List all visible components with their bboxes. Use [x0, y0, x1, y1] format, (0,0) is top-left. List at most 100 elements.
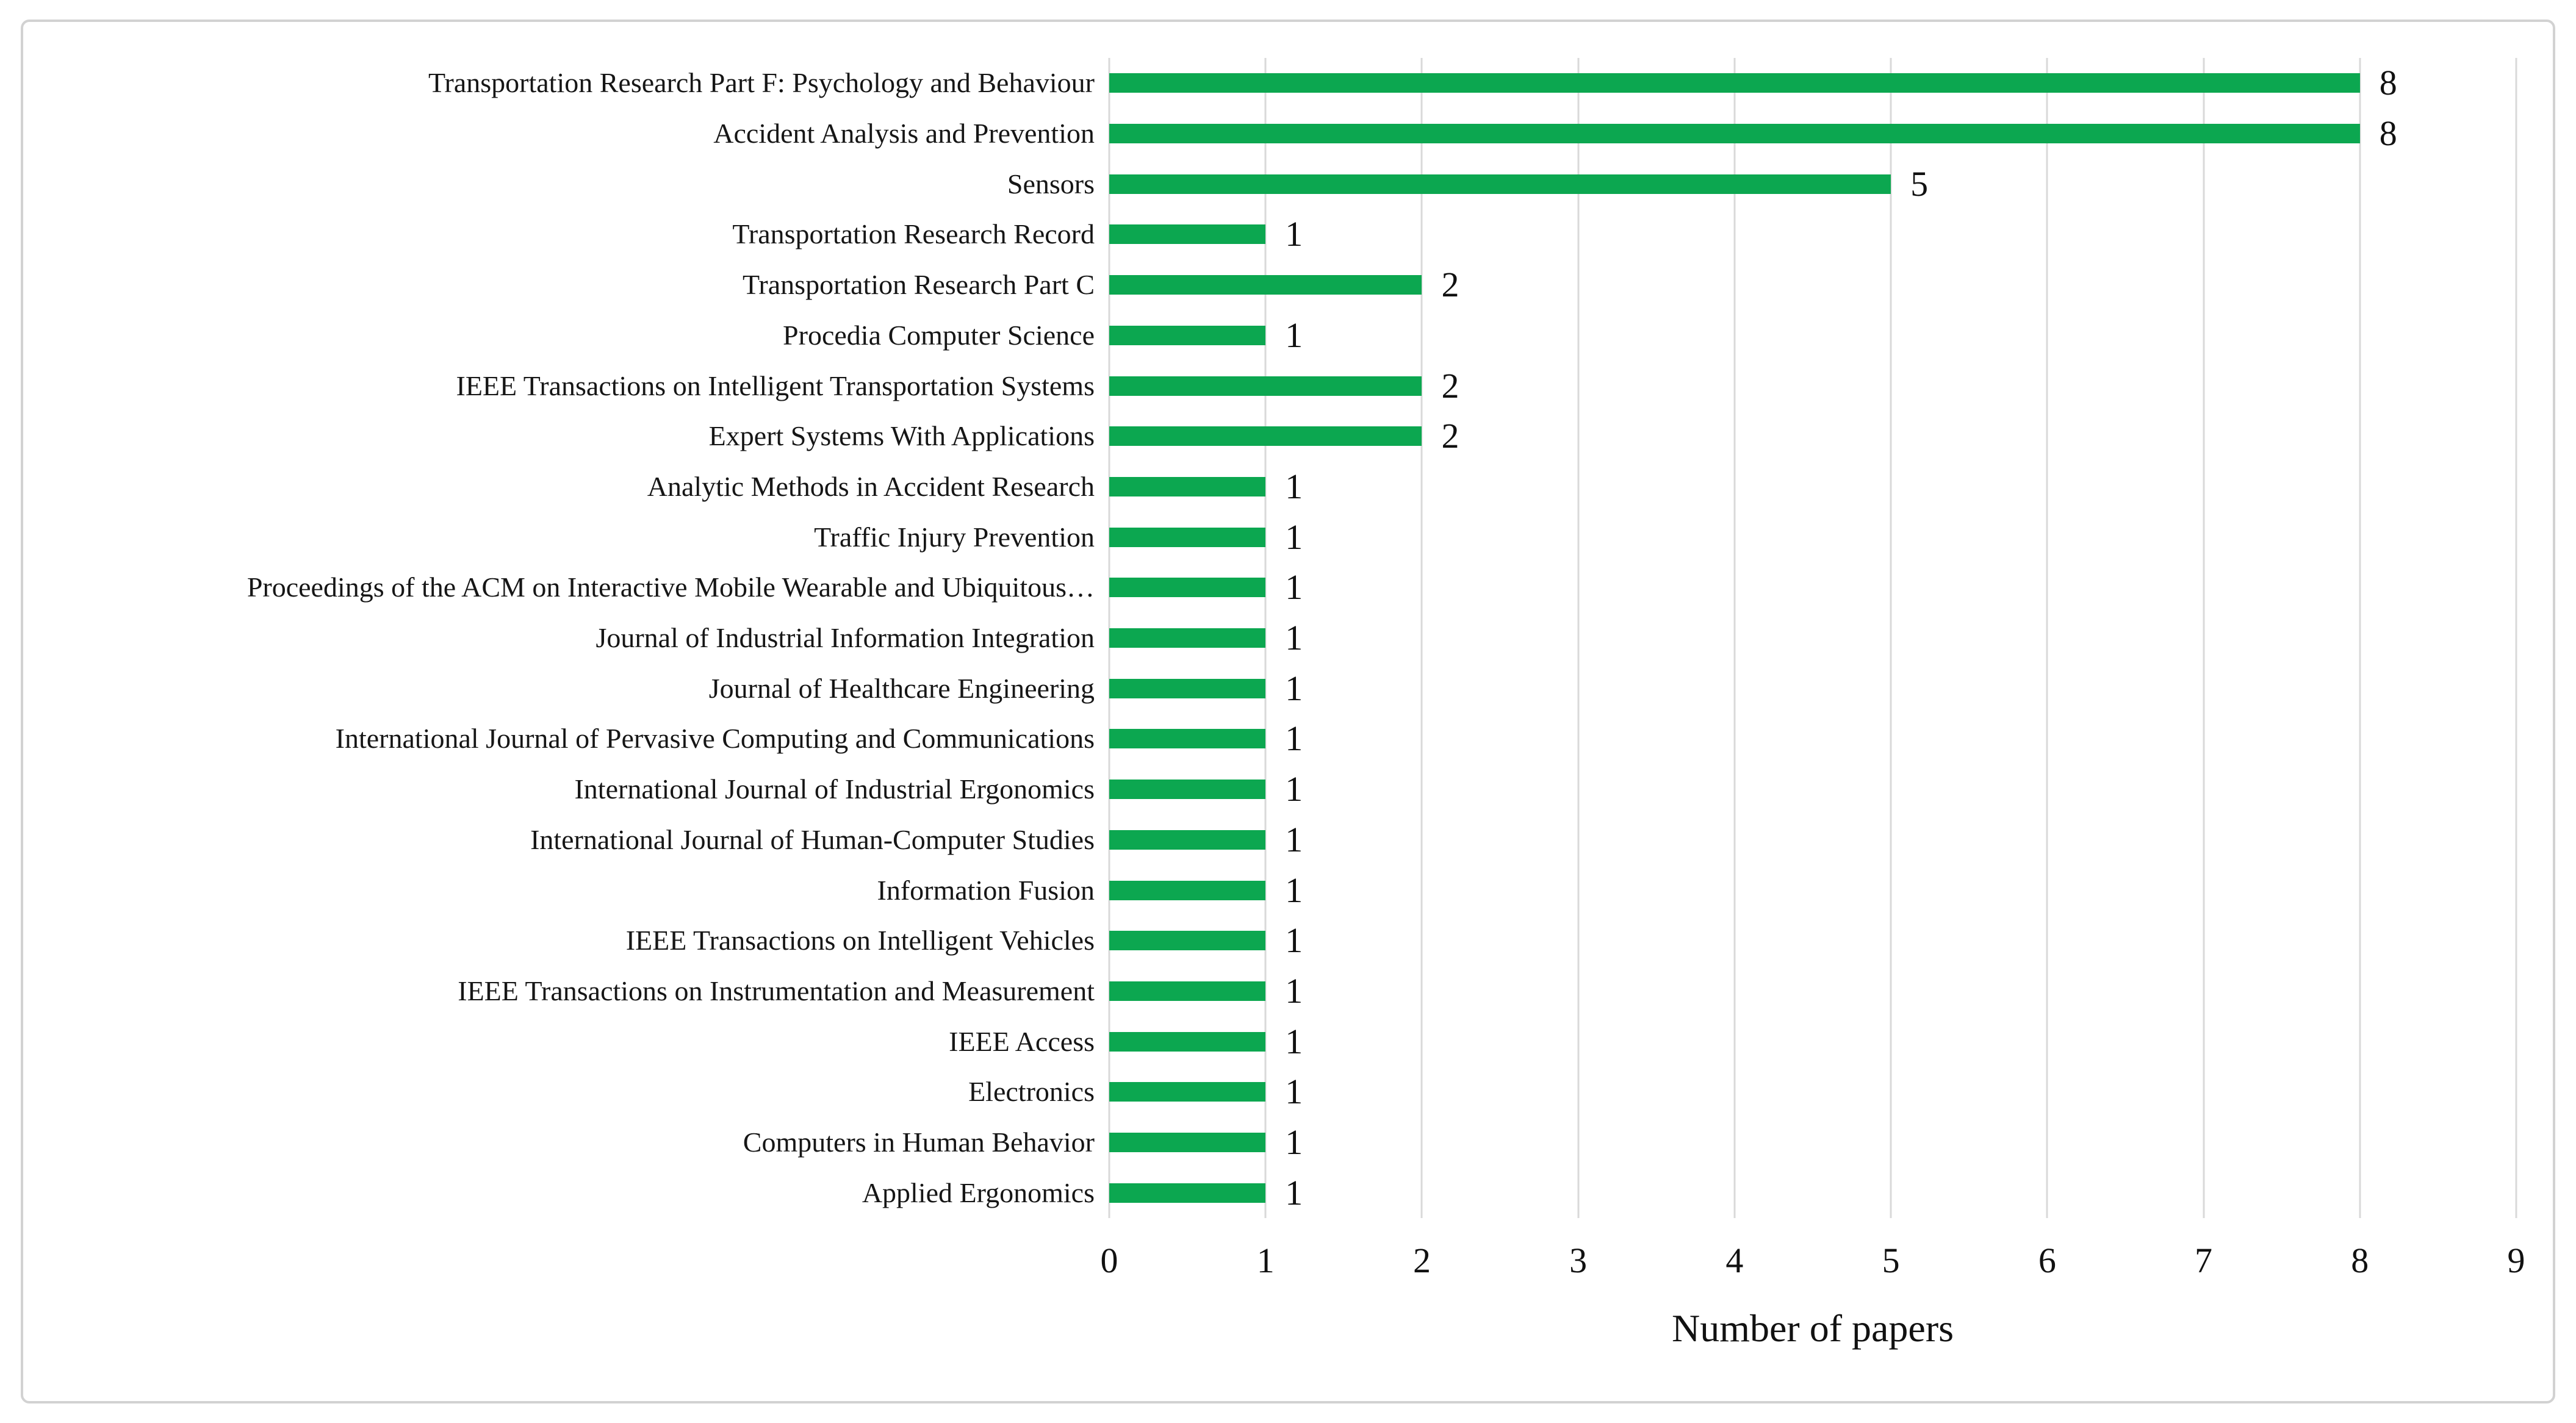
value-label: 1	[1285, 214, 1303, 254]
value-label: 1	[1285, 668, 1303, 708]
gridline	[1577, 58, 1580, 1218]
value-label: 1	[1285, 618, 1303, 658]
bar	[1109, 325, 1266, 345]
value-label: 1	[1285, 769, 1303, 809]
bar-track: 1	[1109, 916, 2516, 966]
bar-track: 8	[1109, 58, 2516, 109]
x-tick-label: 7	[2195, 1241, 2213, 1280]
bar-track: 1	[1109, 1117, 2516, 1168]
value-label: 1	[1285, 517, 1303, 557]
bar-track: 1	[1109, 562, 2516, 613]
bar-row: Applied Ergonomics 1	[46, 1167, 2516, 1218]
category-label: Procedia Computer Science	[783, 319, 1095, 351]
x-axis-ticks: 0 1 2 3 4 5 6 7 8 9	[1101, 1241, 2525, 1286]
bar-row: International Journal of Pervasive Compu…	[46, 714, 2516, 764]
category-label: Traffic Injury Prevention	[814, 521, 1095, 553]
category-label: Transportation Research Part C	[742, 269, 1095, 301]
value-label: 1	[1285, 819, 1303, 859]
bar-row: Journal of Healthcare Engineering 1	[46, 663, 2516, 714]
value-label: 1	[1285, 1072, 1303, 1112]
gridline	[1264, 58, 1267, 1218]
bar	[1109, 275, 1422, 295]
category-label: Accident Analysis and Prevention	[713, 118, 1095, 149]
bar-track: 1	[1109, 663, 2516, 714]
bar-row: Procedia Computer Science 1	[46, 310, 2516, 361]
bar-row: Accident Analysis and Prevention 8	[46, 109, 2516, 159]
bar-row: Sensors 5	[46, 159, 2516, 209]
bar-row: IEEE Transactions on Instrumentation and…	[46, 966, 2516, 1017]
bar-row: Traffic Injury Prevention 1	[46, 512, 2516, 562]
value-label: 2	[1441, 365, 1459, 406]
value-label: 1	[1285, 1021, 1303, 1061]
bar	[1109, 527, 1266, 547]
value-label: 1	[1285, 466, 1303, 506]
gridline	[2203, 58, 2205, 1218]
bar-track: 1	[1109, 512, 2516, 562]
category-label: Journal of Healthcare Engineering	[708, 672, 1095, 704]
category-label: IEEE Transactions on Intelligent Vehicle…	[625, 925, 1095, 956]
category-label: International Journal of Pervasive Compu…	[335, 723, 1095, 755]
bar-row: Information Fusion 1	[46, 865, 2516, 916]
bar-row: International Journal of Industrial Ergo…	[46, 764, 2516, 815]
category-label: International Journal of Human-Computer …	[530, 823, 1095, 855]
bar-track: 1	[1109, 865, 2516, 916]
bar	[1109, 1031, 1266, 1052]
category-label: Expert Systems With Applications	[708, 420, 1095, 452]
bar-row: Analytic Methods in Accident Research 1	[46, 462, 2516, 512]
gridline	[2046, 58, 2048, 1218]
category-label: Information Fusion	[877, 874, 1095, 906]
bar-track: 1	[1109, 815, 2516, 866]
bar-track: 8	[1109, 109, 2516, 159]
bar-row: Journal of Industrial Information Integr…	[46, 613, 2516, 664]
bar	[1109, 224, 1266, 245]
bar	[1109, 73, 2360, 93]
value-label: 1	[1285, 971, 1303, 1011]
bar	[1109, 729, 1266, 749]
bar-track: 1	[1109, 613, 2516, 664]
value-label: 1	[1285, 315, 1303, 355]
value-label: 1	[1285, 567, 1303, 608]
x-tick-label: 2	[1412, 1241, 1431, 1280]
bar-row: Computers in Human Behavior 1	[46, 1117, 2516, 1168]
value-label: 1	[1285, 1122, 1303, 1163]
bar-track: 1	[1109, 462, 2516, 512]
bar-row: Transportation Research Part C 2	[46, 260, 2516, 310]
gridline	[2359, 58, 2361, 1218]
bar-track: 1	[1109, 1167, 2516, 1218]
bar-row: Transportation Research Record 1	[46, 209, 2516, 260]
gridline	[1420, 58, 1423, 1218]
bar-row: IEEE Transactions on Intelligent Vehicle…	[46, 916, 2516, 966]
category-label: Electronics	[968, 1076, 1095, 1108]
bar-track: 1	[1109, 209, 2516, 260]
category-label: Proceedings of the ACM on Interactive Mo…	[246, 572, 1095, 603]
bar	[1109, 124, 2360, 144]
bar-track: 1	[1109, 1016, 2516, 1067]
value-label: 1	[1285, 719, 1303, 759]
value-label: 8	[2379, 113, 2397, 154]
gridline	[1733, 58, 1736, 1218]
value-label: 1	[1285, 920, 1303, 961]
bar	[1109, 628, 1266, 648]
x-tick-label: 6	[2038, 1241, 2056, 1280]
bar-track: 2	[1109, 360, 2516, 411]
x-tick-label: 1	[1256, 1241, 1275, 1280]
bar	[1109, 880, 1266, 900]
bar	[1109, 476, 1266, 496]
x-tick-label: 3	[1569, 1241, 1588, 1280]
value-label: 8	[2379, 63, 2397, 103]
bar	[1109, 931, 1266, 951]
bar	[1109, 1133, 1266, 1153]
bar-track: 1	[1109, 764, 2516, 815]
category-label: International Journal of Industrial Ergo…	[574, 773, 1095, 805]
bar-row: Proceedings of the ACM on Interactive Mo…	[46, 562, 2516, 613]
category-label: IEEE Access	[949, 1025, 1095, 1057]
bar	[1109, 1082, 1266, 1102]
bar	[1109, 426, 1422, 446]
x-tick-label: 0	[1100, 1241, 1118, 1280]
bar	[1109, 578, 1266, 598]
category-label: Computers in Human Behavior	[743, 1127, 1095, 1158]
bar-row: IEEE Transactions on Intelligent Transpo…	[46, 360, 2516, 411]
category-label: Transportation Research Record	[732, 218, 1095, 250]
bar	[1109, 780, 1266, 800]
